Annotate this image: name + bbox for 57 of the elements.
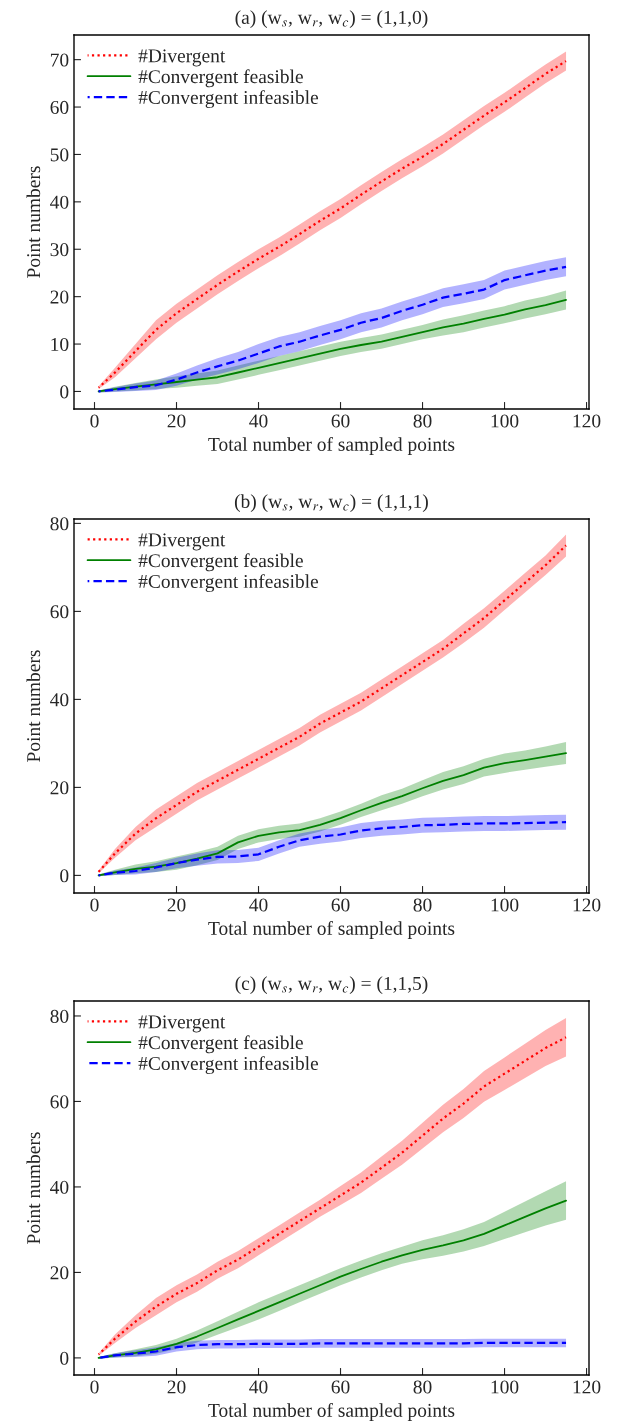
- legend-label: #Convergent feasible: [138, 1035, 303, 1054]
- y-axis-title: Point numbers: [26, 650, 41, 762]
- x-axis-title: Total number of sampled points: [208, 437, 455, 455]
- y-tick-label: 10: [51, 337, 69, 351]
- legend-label: #Convergent infeasible: [138, 574, 319, 593]
- y-axis-title: Point numbers: [26, 1132, 41, 1244]
- y-tick-label: 50: [50, 148, 69, 162]
- x-tick-label: 0: [90, 898, 99, 912]
- x-tick-label: 80: [413, 414, 432, 428]
- y-tick-label: 60: [50, 1095, 69, 1109]
- y-tick-label: 70: [50, 53, 69, 67]
- x-tick-label: 20: [167, 898, 186, 912]
- x-tick-label: 20: [167, 1380, 186, 1394]
- y-tick-label: 0: [60, 385, 69, 399]
- x-tick-label: 40: [249, 1380, 268, 1394]
- legend-label: #Convergent feasible: [138, 69, 303, 88]
- y-tick-label: 80: [50, 1009, 69, 1023]
- y-tick-label: 20: [50, 781, 69, 795]
- x-axis-title: Total number of sampled points: [208, 921, 455, 939]
- legend-label: #Convergent infeasible: [138, 90, 319, 109]
- y-tick-label: 20: [50, 1266, 69, 1280]
- y-axis-title: Point numbers: [26, 166, 41, 278]
- y-tick-label: 0: [60, 1351, 69, 1365]
- x-tick-label: 80: [413, 898, 432, 912]
- x-tick-label: 60: [331, 1380, 350, 1394]
- x-tick-label: 100: [491, 898, 519, 912]
- x-tick-label: 0: [90, 1380, 99, 1394]
- legend-label: #Divergent: [138, 49, 226, 67]
- y-tick-label: 40: [50, 195, 69, 209]
- x-tick-label: 60: [331, 414, 350, 428]
- y-tick-label: 60: [50, 605, 69, 619]
- y-tick-label: 40: [50, 1180, 69, 1194]
- x-tick-label: 100: [491, 1380, 519, 1394]
- chart-title: (c) (w$_{s}$, w$_{r}$, w$_{c}$) = (1,1,5): [235, 976, 428, 994]
- y-tick-label: 20: [50, 290, 69, 304]
- y-tick-label: 0: [60, 869, 69, 883]
- x-tick-label: 40: [249, 414, 268, 428]
- y-tick-label: 30: [50, 243, 69, 257]
- y-tick-label: 40: [50, 693, 69, 707]
- x-tick-label: 100: [491, 414, 519, 428]
- x-tick-label: 0: [90, 414, 99, 428]
- x-tick-label: 120: [573, 414, 601, 428]
- x-tick-label: 40: [249, 898, 268, 912]
- x-tick-label: 20: [167, 414, 186, 428]
- x-tick-label: 120: [573, 1380, 601, 1394]
- x-tick-label: 80: [413, 1380, 432, 1394]
- legend-label: #Convergent feasible: [138, 553, 303, 572]
- chart-title: (a) (w$_{s}$, w$_{r}$, w$_{c}$) = (1,1,0): [235, 10, 428, 28]
- x-tick-label: 60: [331, 898, 350, 912]
- legend-label: #Divergent: [138, 533, 226, 551]
- chart-title: (b) (w$_{s}$, w$_{r}$, w$_{c}$) = (1,1,1): [234, 494, 428, 512]
- legend-label: #Convergent infeasible: [138, 1056, 319, 1075]
- y-tick-label: 80: [50, 517, 69, 531]
- legend-label: #Divergent: [138, 1015, 226, 1033]
- x-axis-title: Total number of sampled points: [208, 1403, 455, 1421]
- x-tick-label: 120: [573, 898, 601, 912]
- y-tick-label: 60: [50, 100, 69, 114]
